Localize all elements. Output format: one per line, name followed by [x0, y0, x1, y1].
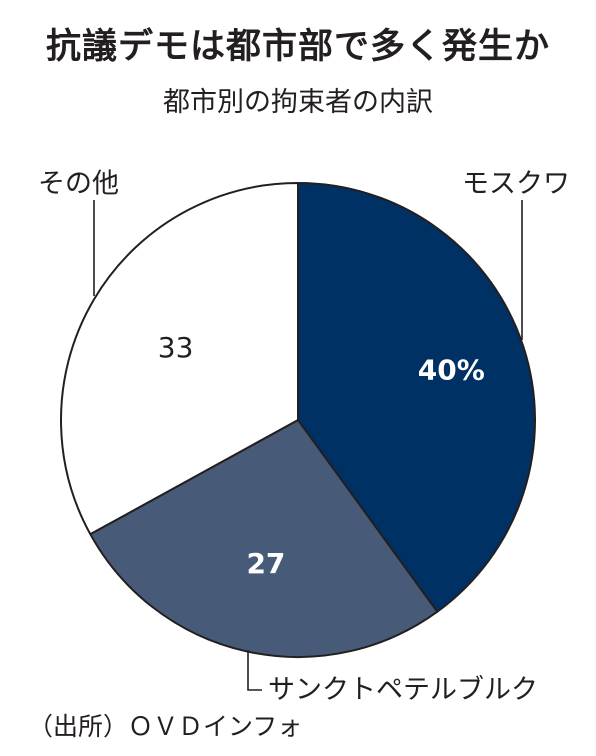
slice-1-wedge: [297, 182, 536, 613]
pie-labels: 40% モスクワ 27 サンクトペテルブルク 33 その他: [38, 169, 570, 706]
slice-3-value-label: 33: [158, 331, 194, 364]
slice-2-wedge: [89, 419, 439, 658]
pie-slices: [60, 182, 536, 658]
chart-title: 抗議デモは都市部で多く発生か: [45, 27, 550, 67]
slice-3-category-label: その他: [38, 169, 119, 200]
slice-2-category-label: サンクトペテルブルク: [268, 675, 538, 706]
slice-1-value-label: 40%: [418, 354, 485, 387]
slice-3-wedge: [60, 182, 299, 536]
leader-lines: [93, 200, 523, 691]
slice-1-category-label: モスクワ: [462, 169, 570, 200]
chart-subtitle: 都市別の拘束者の内訳: [163, 87, 433, 118]
slice-2-leader-line: [247, 650, 262, 691]
slice-2-value-label: 27: [246, 547, 285, 580]
source-note: （出所）ＯＶＤインフォ: [28, 712, 303, 741]
